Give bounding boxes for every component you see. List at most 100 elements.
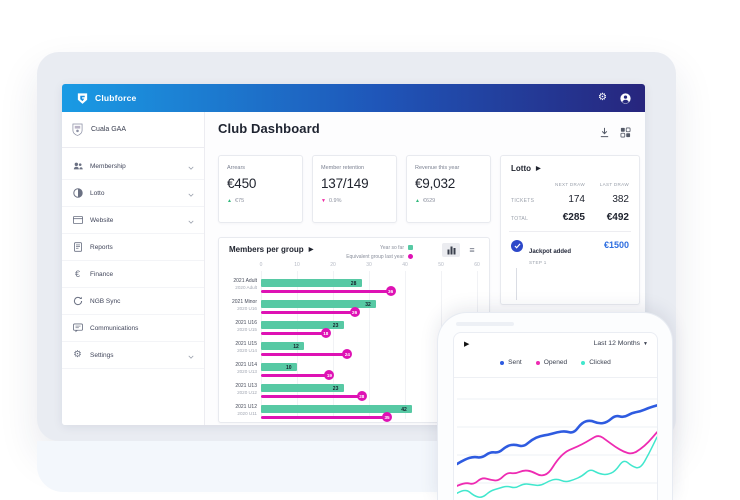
- year-so-far-bar: [261, 405, 413, 413]
- lotto-last-value: 382: [612, 194, 629, 205]
- sidebar-item-ngb-sync[interactable]: NGB Sync: [62, 288, 204, 315]
- lotto-col-next: NEXT DRAW: [554, 182, 585, 187]
- legend-swatch: [408, 245, 413, 250]
- stat-card-arrears: Arrears €450 ▲ €75: [218, 155, 303, 223]
- row-label: 2021 Adult 2020 Adult: [233, 278, 257, 290]
- last-year-line: [261, 289, 391, 293]
- stat-label: Arrears: [227, 165, 246, 171]
- event-step: STEP 1: [529, 260, 547, 265]
- stat-value: 137/149: [321, 176, 369, 191]
- stat-value: €450: [227, 176, 257, 191]
- club-crest-icon: [72, 123, 83, 136]
- sidebar-item-website[interactable]: Website: [62, 207, 204, 234]
- last-year-dot: 35: [382, 412, 392, 422]
- sidebar-item-communications[interactable]: Communications: [62, 315, 204, 342]
- stat-delta: ▲ €75: [227, 197, 245, 204]
- last-year-line: [261, 310, 355, 314]
- x-tick: 30: [366, 262, 372, 268]
- year-so-far-bar: [261, 321, 344, 329]
- legend-dot: [500, 360, 505, 365]
- row-label: 2021 U12 2020 U11: [235, 404, 257, 416]
- stat-delta: ▼ 0.9%: [321, 197, 342, 204]
- stat-card-member-retention: Member retention 137/149 ▼ 0.9%: [312, 155, 397, 223]
- grid-icon[interactable]: [620, 127, 631, 138]
- bar-view-button[interactable]: [442, 243, 460, 257]
- gridline: [333, 271, 334, 419]
- year-so-far-bar: [261, 342, 305, 350]
- divider: [509, 231, 631, 232]
- last-year-dot: 24: [342, 349, 353, 359]
- caret-right-icon: ▶: [308, 246, 314, 253]
- bar-value: 23: [332, 322, 339, 329]
- sidebar-menu: Membership Lotto Website Reports € Finance NGB…: [62, 148, 204, 369]
- last-year-line: [261, 373, 330, 377]
- top-navbar: Clubforce ⚙: [62, 84, 645, 112]
- lotto-event: Jackpot added STEP 1 €1500: [511, 240, 629, 265]
- navbar-icons: ⚙: [598, 93, 631, 104]
- stat-delta: ▲ €629: [415, 197, 436, 204]
- date-range-selector[interactable]: Last 12 Months ▼: [593, 340, 648, 347]
- legend-item: Equivalent group last year: [346, 252, 413, 261]
- stat-label: Member retention: [321, 165, 365, 171]
- caret-right-icon[interactable]: ▶: [464, 341, 470, 348]
- club-name: Cuala GAA: [91, 126, 127, 133]
- lotto-row-label: TICKETS: [511, 198, 535, 204]
- up-triangle-icon: ▲: [415, 197, 420, 204]
- last-year-line: [261, 415, 387, 419]
- header-actions: [599, 127, 631, 138]
- club-selector[interactable]: Cuala GAA: [62, 112, 204, 148]
- chevron-down-icon: [188, 184, 194, 202]
- row-label: 2021 U16 2020 U15: [235, 320, 257, 332]
- bar-value: 28: [350, 280, 357, 287]
- phone-mockup: ▶ Last 12 Months ▼ Sent Opened Clicked: [437, 312, 673, 500]
- phone-screen: ▶ Last 12 Months ▼ Sent Opened Clicked: [453, 332, 658, 500]
- x-tick: 60: [474, 262, 480, 268]
- lotto-icon: [72, 188, 83, 199]
- members-chart-title[interactable]: Members per group ▶: [229, 245, 314, 254]
- gear-icon[interactable]: ⚙: [598, 92, 607, 103]
- line-chart-legend: Sent Opened Clicked: [454, 359, 657, 366]
- last-year-line: [261, 394, 362, 398]
- check-icon: [511, 240, 523, 252]
- x-tick: 20: [330, 262, 336, 268]
- lotto-next-value: 174: [568, 194, 585, 205]
- brand: Clubforce: [76, 92, 136, 105]
- email-line-chart: [457, 398, 657, 498]
- sidebar-item-lotto[interactable]: Lotto: [62, 180, 204, 207]
- last-year-dot: 36: [385, 286, 396, 296]
- list-view-button[interactable]: ≡: [463, 243, 481, 257]
- chevron-down-icon: [188, 346, 194, 364]
- list-icon: ≡: [469, 244, 475, 255]
- bar-value: 23: [332, 385, 339, 392]
- x-tick: 10: [294, 262, 300, 268]
- row-label: 2021 U15 2020 U14: [235, 341, 257, 353]
- stat-label: Revenue this year: [415, 165, 460, 171]
- lotto-row-label: TOTAL: [511, 216, 529, 222]
- gridline: [369, 271, 370, 419]
- chart-view-toggle: ≡: [442, 243, 481, 257]
- user-icon[interactable]: [620, 92, 631, 104]
- lotto-last-value: €492: [606, 212, 629, 223]
- x-tick: 0: [259, 262, 263, 268]
- lotto-panel-title[interactable]: Lotto ▶: [511, 164, 541, 173]
- event-title: Jackpot added: [529, 249, 572, 255]
- chevron-down-icon: [188, 211, 194, 229]
- sidebar-item-finance[interactable]: € Finance: [62, 261, 204, 288]
- sidebar-item-reports[interactable]: Reports: [62, 234, 204, 261]
- gridline: [405, 271, 406, 419]
- users-icon: [72, 161, 83, 172]
- dashboard-window: Clubforce ⚙ Cuala GAA Mem: [62, 84, 645, 425]
- lotto-panel: Lotto ▶ NEXT DRAW LAST DRAW TICKETS 174 382 T…: [500, 155, 640, 305]
- sidebar: Cuala GAA Membership Lotto Website Reports €…: [62, 112, 205, 425]
- phone-speaker: [456, 322, 514, 326]
- last-year-dot: 26: [349, 307, 360, 317]
- download-icon[interactable]: [599, 127, 610, 138]
- euro-icon: €: [74, 268, 80, 279]
- year-so-far-bar: [261, 384, 344, 392]
- stat-card-revenue-this-year: Revenue this year €9,032 ▲ €629: [406, 155, 491, 223]
- legend-item-sent: Sent: [500, 359, 522, 366]
- sidebar-item-membership[interactable]: Membership: [62, 153, 204, 180]
- sidebar-item-settings[interactable]: ⚙ Settings: [62, 342, 204, 369]
- last-year-dot: 28: [356, 391, 367, 401]
